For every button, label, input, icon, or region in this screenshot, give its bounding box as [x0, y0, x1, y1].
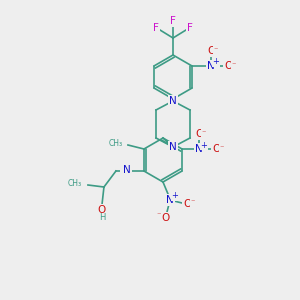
Text: +: +: [172, 191, 178, 200]
Text: O: O: [207, 46, 215, 56]
Text: O: O: [195, 129, 203, 139]
Text: ⁻: ⁻: [157, 211, 161, 220]
Text: N: N: [207, 61, 215, 71]
Text: F: F: [170, 16, 176, 26]
Text: CH₃: CH₃: [68, 179, 82, 188]
Text: N: N: [195, 144, 203, 154]
Text: O: O: [162, 213, 170, 223]
Text: H: H: [121, 166, 129, 176]
Text: ⁻: ⁻: [232, 61, 236, 70]
Text: F: F: [187, 23, 193, 33]
Text: O: O: [212, 144, 220, 154]
Text: N: N: [169, 96, 177, 106]
Text: O: O: [183, 199, 191, 209]
Text: O: O: [98, 205, 106, 215]
Text: ⁻: ⁻: [220, 143, 224, 152]
Text: N: N: [123, 165, 131, 175]
Text: ⁻: ⁻: [191, 197, 195, 206]
Text: ⁻: ⁻: [202, 128, 206, 137]
Text: CH₃: CH₃: [109, 140, 123, 148]
Text: F: F: [153, 23, 159, 33]
Text: +: +: [213, 58, 220, 67]
Text: +: +: [201, 140, 208, 149]
Text: N: N: [166, 195, 174, 205]
Text: H: H: [99, 214, 105, 223]
Text: ⁻: ⁻: [214, 46, 218, 55]
Text: O: O: [224, 61, 232, 71]
Text: N: N: [169, 142, 177, 152]
